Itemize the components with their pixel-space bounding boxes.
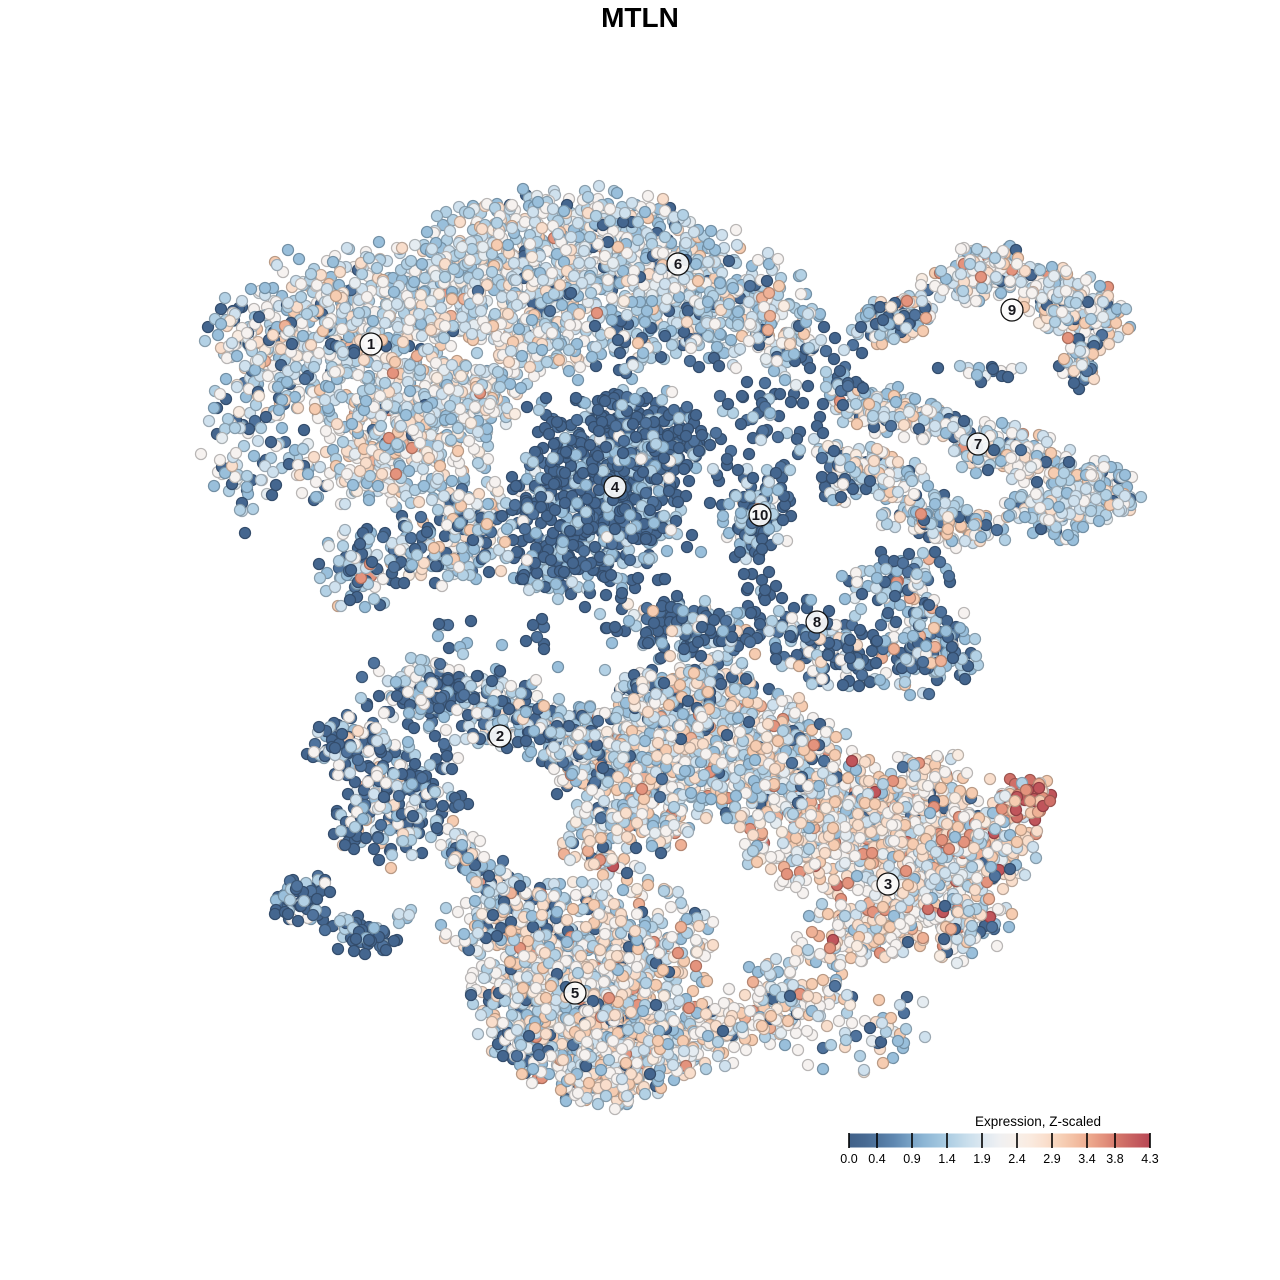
svg-text:2.9: 2.9 xyxy=(1043,1152,1060,1166)
svg-text:4: 4 xyxy=(611,479,620,496)
svg-text:7: 7 xyxy=(974,436,982,453)
svg-text:1.4: 1.4 xyxy=(938,1152,955,1166)
svg-text:3.4: 3.4 xyxy=(1078,1152,1095,1166)
svg-text:Expression, Z-scaled: Expression, Z-scaled xyxy=(975,1114,1101,1129)
svg-text:0.0: 0.0 xyxy=(840,1152,857,1166)
svg-text:2.4: 2.4 xyxy=(1008,1152,1025,1166)
svg-text:4.3: 4.3 xyxy=(1141,1152,1158,1166)
svg-text:10: 10 xyxy=(752,507,769,524)
svg-text:2: 2 xyxy=(496,728,504,745)
svg-text:3.8: 3.8 xyxy=(1106,1152,1123,1166)
svg-text:1: 1 xyxy=(367,336,375,353)
svg-text:8: 8 xyxy=(813,614,821,631)
svg-text:MTLN: MTLN xyxy=(601,2,679,33)
svg-text:9: 9 xyxy=(1008,302,1016,319)
svg-text:5: 5 xyxy=(571,985,579,1002)
svg-text:0.9: 0.9 xyxy=(903,1152,920,1166)
svg-text:3: 3 xyxy=(884,876,892,893)
svg-text:6: 6 xyxy=(674,256,682,273)
svg-text:1.9: 1.9 xyxy=(973,1152,990,1166)
svg-text:0.4: 0.4 xyxy=(868,1152,885,1166)
